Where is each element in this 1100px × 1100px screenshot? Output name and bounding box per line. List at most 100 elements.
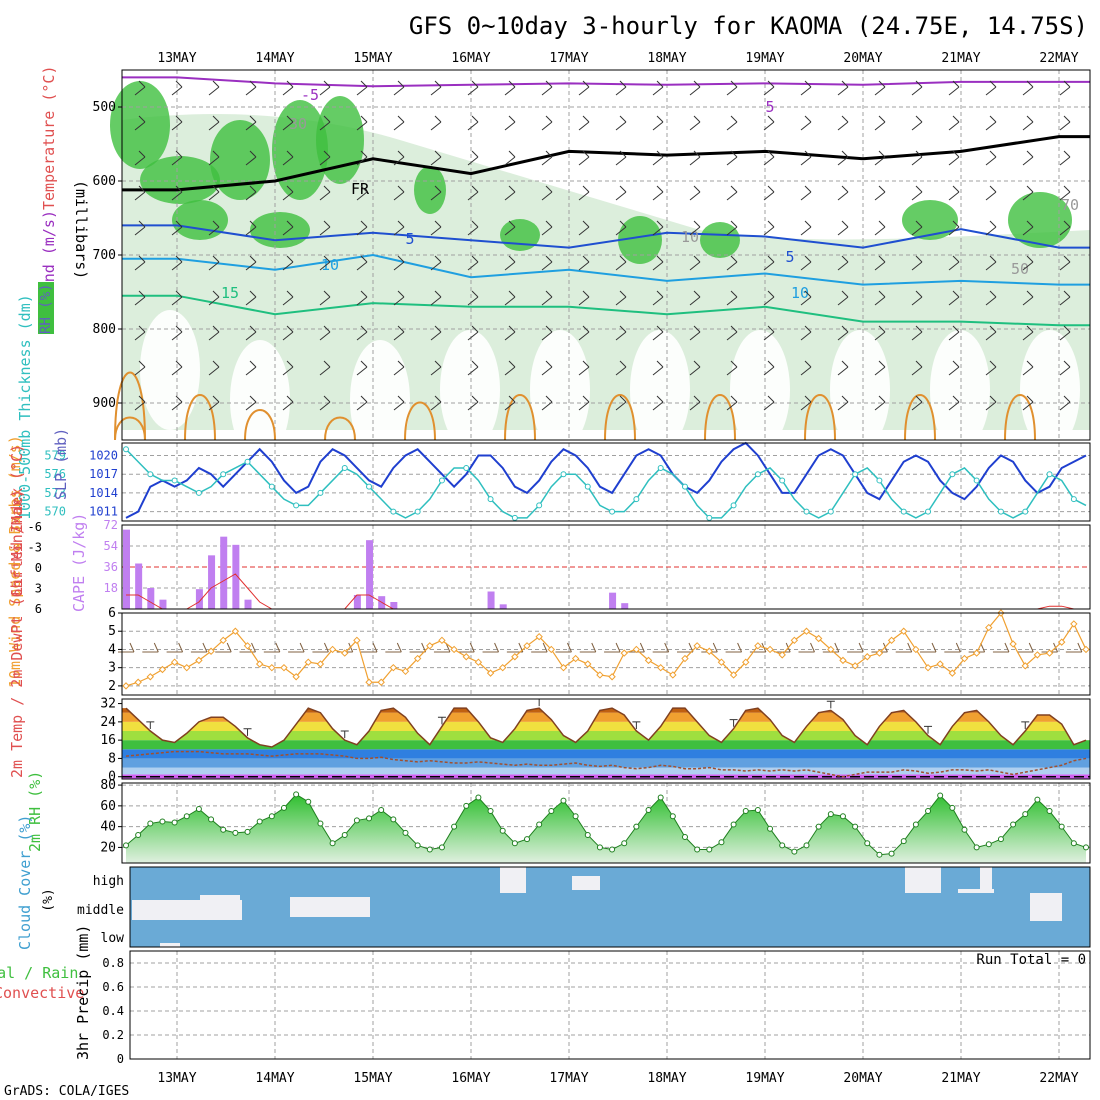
wind-barb [541, 360, 553, 376]
temp-range-marker [340, 730, 349, 739]
wind-barb [911, 255, 923, 271]
wind-barb [726, 360, 738, 376]
wind-barb [615, 360, 627, 376]
rh-point [438, 844, 445, 851]
wind-barb [467, 115, 479, 131]
precip-tick-label: 0 [117, 1052, 124, 1066]
wind-barb [541, 150, 553, 166]
wind-barb [800, 395, 812, 411]
wind-barb [874, 220, 886, 236]
wind-barb [356, 395, 368, 411]
wind-barb [504, 220, 516, 236]
rh-dry-area [350, 340, 410, 460]
wind-speed-point [644, 656, 653, 665]
wind-speed-point [462, 653, 470, 661]
thickness-point [390, 508, 397, 515]
upper-air-panel: -5 5 FR 5 10 15 5 10 10 30 50 70 500 600 700 800 900 Wi… [38, 66, 1091, 460]
wind-speed-point [608, 673, 616, 681]
rh-point [195, 805, 202, 812]
wind-barb [208, 150, 220, 166]
wind-barb [911, 395, 923, 411]
wind-barb [319, 395, 331, 411]
slp-thickness-lines [123, 441, 1087, 521]
wind-barb [763, 80, 775, 96]
surface-wind-barb [385, 642, 402, 653]
wind-barb [652, 325, 664, 341]
cape-frame [121, 524, 1091, 610]
wind-barb [541, 80, 553, 96]
wind-barb [319, 325, 331, 341]
temp-range-marker [146, 721, 155, 729]
wind-barb [615, 255, 627, 271]
surface-wind-barb [142, 642, 159, 653]
contour-label: 10 [681, 228, 699, 246]
rh-point [657, 794, 664, 801]
thickness-point [463, 464, 470, 471]
wind-speed-point [1070, 620, 1078, 628]
wind-barb [911, 290, 923, 306]
warm-contour [604, 394, 636, 441]
wind-barb [763, 185, 775, 201]
rh-point [402, 829, 409, 836]
wind-barb [171, 290, 183, 306]
temp-range-marker [924, 725, 933, 734]
wind-speed-point [620, 649, 628, 657]
temperature-contour-line [122, 76, 1090, 88]
rh-point [220, 826, 227, 833]
rh-point [694, 846, 701, 853]
cape-bar [366, 540, 374, 609]
wind-y-ticks: 6 5 4 3 2 [108, 606, 122, 694]
wind-barb [356, 255, 368, 271]
wind-barb [726, 220, 738, 236]
wind-barb [393, 325, 405, 341]
wind-speed-point [778, 651, 786, 659]
wind-barb [171, 255, 183, 271]
wind-speed-point [365, 678, 373, 686]
rh-point [232, 829, 239, 836]
wind-barb [282, 255, 294, 271]
wind-barb [652, 360, 664, 376]
rh-point [341, 831, 348, 838]
temp-range-marker [1021, 721, 1030, 729]
cloud-gap [905, 867, 941, 893]
wind-barb [948, 290, 960, 306]
wind-barb [282, 325, 294, 341]
wind-barb [245, 255, 257, 271]
thickness-point [730, 502, 737, 509]
wind-barb [652, 115, 664, 131]
precip-grid [130, 951, 1090, 1059]
rh-point [353, 817, 360, 824]
wind-speed-point [547, 645, 556, 654]
temperature-frame [121, 698, 1091, 780]
wind-barb [171, 395, 183, 411]
thickness-point [293, 502, 300, 509]
wind-barb [541, 290, 553, 306]
thickness-point [268, 483, 275, 490]
wind-barb [171, 220, 183, 236]
rh-dry-area [140, 310, 200, 430]
wind-speed-point [255, 660, 264, 668]
rh-moist-area [110, 81, 170, 169]
wind-speed-point [985, 623, 993, 632]
wind-speed-point [134, 678, 142, 686]
wind-barb [356, 290, 368, 306]
wind-barb [652, 150, 664, 166]
wind-barb [134, 150, 146, 166]
wind-barb [726, 255, 738, 271]
rh-point [390, 816, 397, 823]
thickness-point [997, 508, 1004, 515]
wind-barb [874, 185, 886, 201]
surface-wind-barb [798, 642, 815, 653]
cloud-gap [1030, 893, 1062, 921]
upper-air-ylabel-units: (millibars) [72, 180, 90, 279]
wind-barb [615, 185, 627, 201]
rh-dry-area [830, 330, 890, 450]
cape-tick-label: 72 [104, 518, 118, 532]
wind-barb [578, 255, 590, 271]
wind-barb [504, 115, 516, 131]
wind-barb [578, 290, 590, 306]
wind-barb [208, 80, 220, 96]
wind-barb [874, 80, 886, 96]
wind-barb [911, 220, 923, 236]
